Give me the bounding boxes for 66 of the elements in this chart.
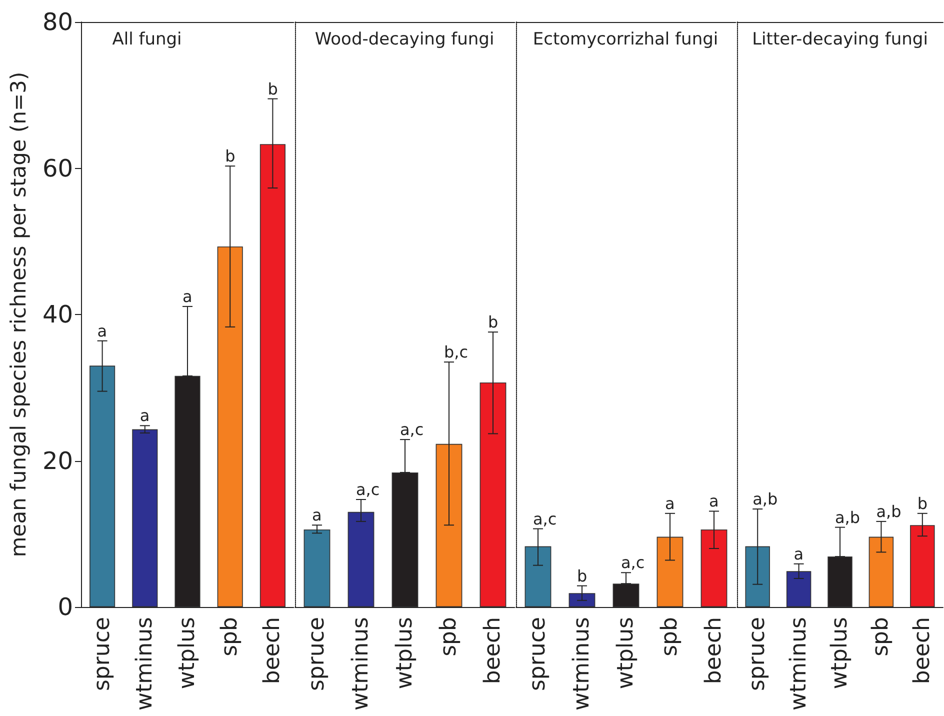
- annotation: b: [917, 494, 928, 513]
- bar: [568, 593, 596, 607]
- text: Wood-decaying fungi: [314, 30, 494, 50]
- bar: [90, 366, 116, 607]
- bar: [786, 571, 812, 607]
- y-tick-label: 40: [42, 300, 73, 328]
- x-tick-label: wtminus: [786, 617, 812, 711]
- annotation: b,c: [444, 342, 468, 362]
- text: Litter-decaying fungi: [752, 30, 928, 50]
- bar: [348, 512, 374, 607]
- y-tick-label: 20: [42, 446, 73, 475]
- text: Ectomycorrizhal fungi: [532, 30, 718, 50]
- annotation: a,c: [621, 553, 645, 572]
- annotation: b: [268, 79, 278, 98]
- annotation: a,c: [356, 480, 380, 500]
- x-tick-label: beech: [702, 617, 726, 684]
- annotation: a: [665, 494, 675, 513]
- x-tick-label: wtminus: [348, 617, 374, 711]
- x-tick-label: spruce: [745, 617, 770, 692]
- annotation: a,c: [533, 509, 557, 528]
- bar: [260, 144, 286, 607]
- annotation: a: [794, 544, 804, 564]
- x-tick-label: wtplus: [175, 617, 200, 690]
- x-tick-label: spb: [218, 617, 243, 656]
- x-tick-label: beech: [260, 617, 286, 684]
- x-tick-label: wtplus: [828, 617, 852, 690]
- x-tick-label: beech: [910, 617, 935, 684]
- x-tick-label: spb: [436, 617, 462, 656]
- bar: [745, 546, 770, 607]
- x-tick-label: spb: [658, 617, 682, 656]
- bar: [910, 525, 935, 607]
- annotation: a,b: [835, 508, 860, 527]
- y-tick-label: 0: [58, 593, 73, 621]
- annotation: b: [225, 146, 236, 166]
- annotation: b: [488, 312, 498, 332]
- x-tick-label: spruce: [304, 617, 330, 692]
- annotation: a: [709, 492, 719, 511]
- annotation: b: [577, 566, 588, 586]
- annotation: a: [182, 286, 192, 306]
- y-tick-label: 80: [42, 8, 73, 36]
- annotation: a,b: [876, 502, 902, 521]
- x-tick-label: wtminus: [132, 617, 158, 711]
- x-tick-label: spb: [868, 617, 894, 656]
- bar: [524, 546, 552, 607]
- annotation: a: [312, 506, 322, 525]
- bar: [480, 382, 506, 607]
- y-tick-label: 60: [42, 154, 73, 182]
- annotation: a: [140, 406, 150, 426]
- text: All fungi: [112, 30, 182, 50]
- x-tick-label: wtplus: [392, 617, 418, 690]
- x-tick-label: wtplus: [614, 617, 638, 690]
- bar: [656, 536, 684, 607]
- bar: [436, 444, 462, 607]
- bar: [868, 536, 894, 607]
- x-tick-label: wtminus: [570, 617, 594, 711]
- x-tick-label: beech: [480, 617, 506, 684]
- bar: [700, 529, 728, 607]
- bar: [304, 529, 330, 607]
- bar: [217, 246, 243, 607]
- annotation: a,b: [752, 490, 778, 509]
- x-tick-label: spruce: [526, 617, 550, 692]
- y-axis-title: mean fungal species richness per stage (n=3): [6, 72, 30, 558]
- bar: [132, 429, 158, 607]
- annotation: a: [97, 321, 108, 340]
- x-tick-label: spruce: [90, 617, 115, 692]
- annotation: a,c: [400, 420, 424, 440]
